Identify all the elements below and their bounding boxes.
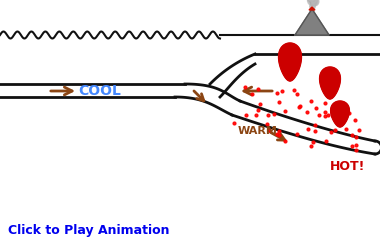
Text: HOT!: HOT! (330, 160, 366, 173)
Text: WARM: WARM (238, 126, 278, 136)
Polygon shape (309, 7, 315, 10)
Polygon shape (279, 43, 301, 81)
Polygon shape (320, 67, 340, 99)
Polygon shape (295, 9, 329, 35)
Text: Click to Play Animation: Click to Play Animation (8, 224, 169, 237)
Polygon shape (331, 101, 349, 127)
Text: COOL: COOL (79, 84, 122, 98)
